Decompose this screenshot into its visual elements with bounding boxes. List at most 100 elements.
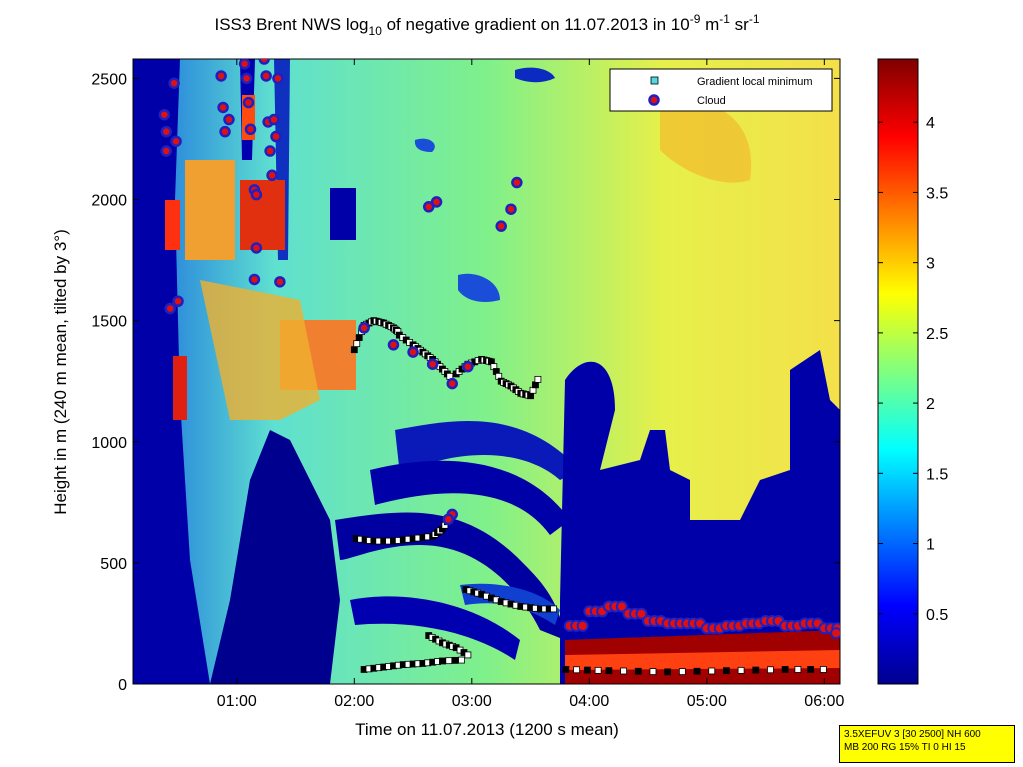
- x-axis-label: Time on 11.07.2013 (1200 s mean): [355, 720, 619, 739]
- gradient-minimum-marker: [794, 666, 802, 673]
- cloud-marker: [160, 145, 173, 157]
- gradient-minimum-marker: [752, 666, 760, 674]
- gradient-minimum-marker: [807, 666, 815, 673]
- legend-label: Gradient local minimum: [697, 76, 813, 88]
- info-line-1: 3.5XEFUV 3 [30 2500] NH 600: [844, 729, 981, 740]
- cloud-marker: [407, 346, 419, 358]
- x-tick-label: 02:00: [334, 693, 374, 710]
- cloud-band-marker: [830, 627, 840, 640]
- gradient-minimum-marker: [649, 668, 657, 675]
- x-axis: 01:00 02:00 03:00 04:00 05:00 06:00: [217, 59, 844, 710]
- cloud-band-marker: [615, 600, 628, 613]
- colorbar-tick-label: 1: [926, 537, 935, 554]
- gradient-minimum-marker: [350, 346, 358, 354]
- gradient-minimum-marker: [583, 666, 591, 674]
- colorbar: 0.5 1 1.5 2 2.5 3 3.5 4: [877, 58, 948, 685]
- cloud-marker: [462, 360, 474, 373]
- gradient-minimum-marker: [573, 666, 580, 674]
- gradient-minimum-marker: [634, 667, 642, 675]
- cloud-marker: [223, 113, 235, 126]
- colorbar-tick-label: 3: [926, 256, 935, 273]
- settings-info-box: 3.5XEFUV 3 [30 2500] NH 600 MB 200 RG 15…: [839, 725, 1015, 763]
- gradient-minimum-marker: [708, 667, 716, 675]
- legend-square-icon: [650, 76, 659, 85]
- cloud-marker: [258, 59, 270, 65]
- gradient-minimum-marker: [534, 375, 542, 383]
- cloud-marker: [266, 169, 278, 182]
- cloud-marker: [248, 273, 261, 286]
- x-tick-label: 05:00: [687, 693, 727, 710]
- cloud-marker: [172, 295, 184, 307]
- cloud-marker: [168, 77, 180, 89]
- cloud-marker: [244, 123, 257, 136]
- gradient-minimum-marker: [781, 666, 789, 673]
- gradient-minimum-marker: [439, 657, 446, 665]
- cloud-marker: [217, 101, 229, 114]
- gradient-minimum-marker: [678, 668, 686, 675]
- cloud-marker: [426, 358, 439, 370]
- gradient-minimum-marker: [464, 651, 472, 659]
- colorbar-gradient: [877, 58, 919, 685]
- cloud-marker: [511, 176, 523, 189]
- x-tick-label: 06:00: [804, 693, 844, 710]
- gradient-minimum-marker: [353, 340, 361, 348]
- cloud-marker: [270, 130, 282, 143]
- cloud-marker: [164, 302, 176, 315]
- cloud-marker: [387, 339, 400, 351]
- cloud-marker: [505, 203, 517, 215]
- legend-box: [609, 68, 833, 112]
- cloud-marker: [238, 59, 251, 70]
- plot-frame: [132, 58, 841, 685]
- cloud-marker: [160, 125, 173, 138]
- gradient-minimum-marker: [819, 666, 827, 673]
- gradient-minimum-marker: [693, 667, 701, 675]
- gradient-minimum-marker: [594, 666, 602, 674]
- y-tick-label: 1500: [91, 314, 127, 331]
- cloud-marker: [264, 145, 276, 157]
- y-tick-label: 500: [100, 556, 127, 573]
- gradient-minimum-marker: [451, 656, 459, 664]
- colorbar-tick-label: 0.5: [926, 607, 948, 624]
- cloud-marker: [446, 377, 458, 390]
- cloud-marker: [495, 220, 507, 232]
- gradient-minimum-marker: [445, 657, 453, 665]
- legend: Gradient local minimum Cloud: [609, 68, 833, 112]
- gradient-minimum-marker: [767, 666, 774, 674]
- cloud-marker: [260, 70, 272, 82]
- y-tick-label: 0: [118, 677, 127, 694]
- y-tick-label: 2500: [91, 71, 127, 88]
- legend-circle-icon: [648, 94, 660, 106]
- cloud-marker: [442, 513, 455, 526]
- cloud-marker: [430, 196, 443, 208]
- cloud-marker: [158, 108, 171, 121]
- info-line-2: MB 200 RG 15% TI 0 HI 15: [844, 742, 966, 753]
- colorbar-tick-label: 4: [926, 115, 935, 132]
- cloud-marker: [219, 125, 231, 138]
- colorbar-tick-label: 2.5: [926, 326, 948, 343]
- chart-title: ISS3 Brent NWS log10 of negative gradien…: [215, 12, 760, 38]
- colorbar-tick-label: 1.5: [926, 466, 948, 483]
- cloud-band-marker: [576, 619, 589, 632]
- gradient-minimum-marker: [620, 667, 627, 675]
- gradient-minimum-marker: [737, 666, 745, 674]
- x-tick-label: 03:00: [452, 693, 492, 710]
- y-axis: 0 500 1000 1500 2000 2500: [91, 71, 840, 694]
- x-tick-label: 04:00: [569, 693, 609, 710]
- cloud-band-marker: [635, 607, 648, 620]
- gradient-minimum-marker: [562, 666, 570, 673]
- data-overlay: [158, 59, 840, 676]
- y-tick-label: 2000: [91, 193, 127, 210]
- gradient-minimum-marker: [458, 656, 465, 664]
- gradient-minimum-marker: [605, 667, 613, 675]
- cloud-marker: [242, 96, 255, 109]
- cloud-marker: [268, 113, 280, 126]
- gradient-minimum-marker: [723, 667, 730, 675]
- x-tick-label: 01:00: [217, 693, 257, 710]
- y-axis-label: Height in m (240 m mean, tilted by 3°): [51, 229, 70, 515]
- gradient-minimum-marker: [550, 605, 557, 613]
- cloud-marker: [358, 322, 370, 334]
- cloud-marker: [240, 72, 253, 85]
- cloud-marker: [422, 201, 435, 213]
- gradient-minimum-marker: [664, 668, 672, 676]
